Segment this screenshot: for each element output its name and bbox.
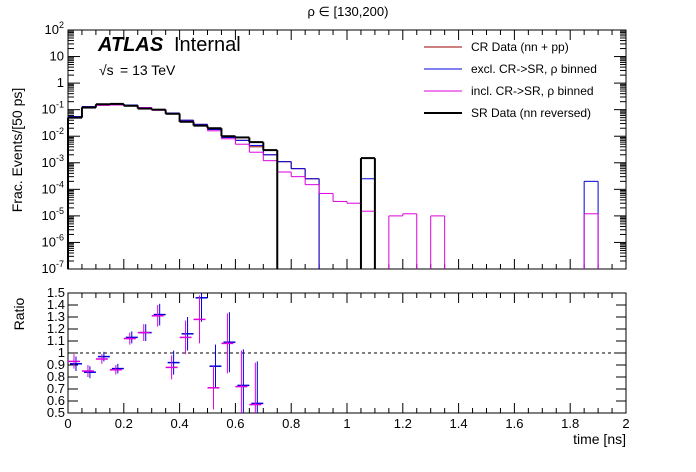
energy-sqrt-label: √s — [99, 62, 114, 78]
top-series-3 — [67, 102, 376, 269]
top-series-2 — [67, 104, 599, 269]
top-y-tick-label: 10-6 — [42, 232, 64, 249]
chart-title: ρ ∈ [130,200) — [308, 4, 389, 19]
bottom-y-tick-label: 1.2 — [47, 321, 65, 336]
energy-label: = 13 TeV — [120, 62, 176, 78]
legend-label: CR Data (nn + pp) — [471, 40, 569, 54]
top-y-tick-label: 10-1 — [42, 100, 64, 117]
bottom-y-tick-label: 1.5 — [47, 285, 65, 300]
bottom-y-tick-label: 0.9 — [47, 357, 65, 372]
legend-label: incl. CR->SR, ρ binned — [471, 84, 594, 98]
legend: CR Data (nn + pp) excl. CR->SR, ρ binned i… — [424, 40, 597, 120]
x-tick-label: 1.4 — [450, 416, 468, 431]
top-y-tick-label: 10-3 — [42, 153, 64, 170]
bottom-axis-ticks: 0.50.60.70.80.911.11.21.31.41.50 0.2 0.4 0.… — [47, 285, 630, 431]
atlas-label: ATLAS — [97, 34, 164, 56]
top-y-tick-label: 10-7 — [42, 259, 64, 276]
legend-label: SR Data (nn reversed) — [471, 106, 591, 120]
top-y-tick-label: 1 — [57, 75, 64, 90]
bottom-y-tick-label: 1.3 — [47, 309, 65, 324]
x-axis-label: time [ns] — [573, 431, 626, 447]
x-tick-label: 0.2 — [115, 416, 133, 431]
top-y-tick-label: 102 — [45, 20, 64, 37]
bottom-y-tick-label: 1.1 — [47, 333, 65, 348]
ratio-series-1 — [68, 295, 262, 413]
bottom-y-tick-label: 0.7 — [47, 381, 65, 396]
x-tick-label: 1.2 — [394, 416, 412, 431]
x-tick-label: 0.4 — [171, 416, 189, 431]
bottom-y-tick-label: 1 — [58, 345, 65, 360]
legend-label: excl. CR->SR, ρ binned — [471, 62, 597, 76]
x-tick-label: 1.6 — [505, 416, 523, 431]
x-tick-label: 1 — [343, 416, 350, 431]
atlas-internal-label: Internal — [174, 34, 241, 56]
x-tick-label: 0.8 — [282, 416, 300, 431]
bottom-y-tick-label: 0.8 — [47, 369, 65, 384]
top-y-tick-label: 10-4 — [42, 179, 64, 196]
top-y-tick-label: 10-5 — [42, 206, 64, 223]
x-tick-label: 2 — [622, 416, 629, 431]
bottom-series-group — [68, 293, 264, 413]
bottom-y-tick-label: 1.4 — [47, 297, 65, 312]
x-tick-label: 0.6 — [226, 416, 244, 431]
bottom-y-tick-label: 0.5 — [47, 405, 65, 420]
top-y-axis-label: Frac. Events/[50 ps] — [9, 88, 25, 213]
bottom-y-axis-label: Ratio — [11, 297, 27, 330]
top-y-tick-label: 10-2 — [42, 126, 64, 143]
x-tick-label: 0 — [64, 416, 71, 431]
bottom-y-tick-label: 0.6 — [47, 393, 65, 408]
top-series-0 — [67, 104, 320, 269]
top-series-1 — [67, 104, 599, 269]
top-axis-ticks: 10-7 10-6 10-5 10-4 10-3 10-2 10-1 1 10 102 — [42, 20, 627, 276]
x-tick-label: 1.8 — [561, 416, 579, 431]
top-series-group — [67, 102, 599, 269]
top-y-tick-label: 10 — [50, 49, 64, 64]
